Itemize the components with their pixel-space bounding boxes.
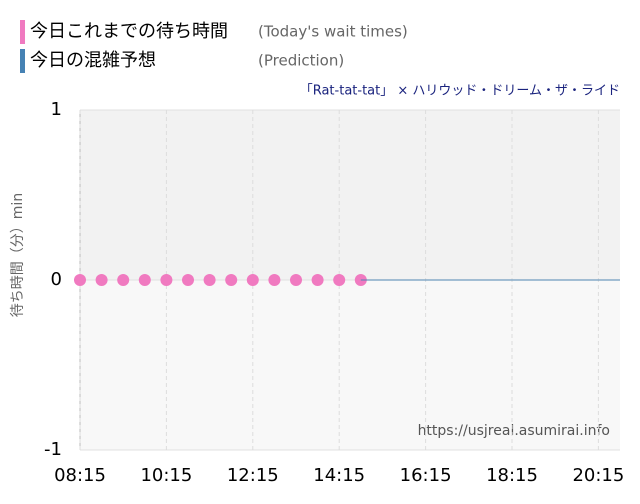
y-tick-label: -1	[44, 439, 62, 460]
legend-note: (Prediction)	[258, 52, 344, 70]
data-point	[182, 274, 194, 286]
data-point	[138, 274, 151, 286]
data-point	[74, 274, 86, 286]
subtitle: 「Rat-tat-tat」 × ハリウッド・ドリーム・ザ・ライド	[300, 84, 620, 99]
data-point	[268, 274, 281, 286]
legend-swatch	[20, 49, 25, 73]
x-tick-label: 18:15	[486, 465, 538, 486]
y-tick-label: 0	[51, 269, 62, 290]
legend-note: (Today's wait times)	[258, 23, 408, 41]
legend-label: 今日これまでの待ち時間	[30, 21, 228, 42]
data-point	[311, 274, 324, 286]
data-point	[333, 274, 346, 286]
data-point	[160, 274, 173, 286]
legend-swatch	[20, 20, 25, 44]
data-point	[246, 274, 259, 286]
data-point	[203, 274, 216, 286]
data-point	[95, 274, 108, 286]
data-point	[117, 274, 130, 286]
x-tick-label: 14:15	[313, 465, 365, 486]
x-tick-label: 08:15	[54, 465, 106, 486]
data-point	[290, 274, 302, 286]
y-axis-label: 待ち時間（分）min	[10, 193, 26, 317]
x-tick-label: 16:15	[400, 465, 452, 486]
x-tick-label: 12:15	[227, 465, 279, 486]
plot-bg-upper	[80, 110, 620, 280]
watermark: https://usjreal.asumirai.info	[418, 423, 610, 439]
plot-bg-lower	[80, 280, 620, 450]
y-tick-label: 1	[51, 99, 62, 120]
data-point	[225, 274, 238, 286]
x-tick-label: 20:15	[572, 465, 624, 486]
x-tick-label: 10:15	[140, 465, 192, 486]
legend-label: 今日の混雑予想	[30, 50, 156, 71]
